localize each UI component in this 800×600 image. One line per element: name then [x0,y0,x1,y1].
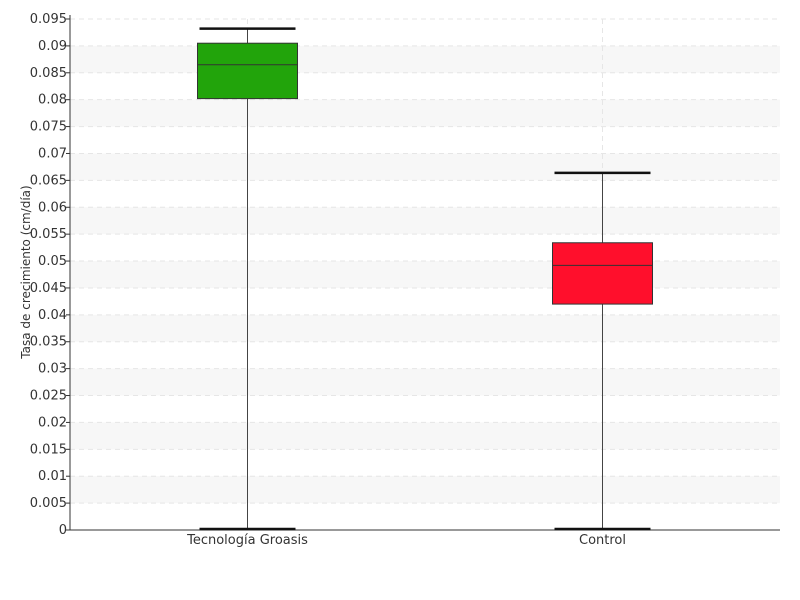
y-tick-label: 0.08 [38,93,67,108]
plot-band [70,422,780,450]
x-tick-label: Tecnología Groasis [186,533,308,548]
axes [69,15,780,531]
iqr-box [552,242,653,305]
plot-band [70,314,780,342]
y-tick-label: 0.07 [38,146,67,161]
y-axis-ticks: 0 0.005 0.01 0.015 0.02 0.025 0.03 0.035 0.04 0.0… [30,12,70,538]
iqr-box [197,42,298,100]
y-tick-label: 0.085 [30,66,67,81]
y-tick-label: 0 [59,523,67,538]
boxes [197,27,653,531]
y-tick-label: 0.05 [38,254,67,269]
y-tick-label: 0.04 [38,308,67,323]
y-tick-label: 0.01 [38,469,67,484]
y-tick-label: 0.09 [38,39,67,54]
y-tick-label: 0.03 [38,362,67,377]
plot-band [70,476,780,504]
plot-band [70,99,780,127]
y-tick-label: 0.035 [30,335,67,350]
y-tick-label: 0.02 [38,415,67,430]
plot-band [70,153,780,181]
y-tick-label: 0.015 [30,442,67,457]
y-tick-label: 0.095 [30,12,67,27]
y-tick-label: 0.06 [38,200,67,215]
x-axis-labels: Tecnología Groasis Control [186,533,626,548]
y-tick-label: 0.075 [30,120,67,135]
y-tick-label: 0.045 [30,281,67,296]
x-tick-label: Control [579,533,626,548]
box-control [552,171,653,531]
y-tick-label: 0.005 [30,496,67,511]
box-groasis [197,27,298,531]
y-tick-label: 0.025 [30,389,67,404]
plot-band [70,207,780,235]
plot-band [70,45,780,73]
plot-background-bands [70,45,780,504]
plot-band [70,261,780,288]
y-axis-label: Tasa de crecimiento (cm/día) [19,185,33,359]
y-tick-label: 0.055 [30,227,67,242]
plot-band [70,368,780,396]
y-tick-label: 0.065 [30,173,67,188]
